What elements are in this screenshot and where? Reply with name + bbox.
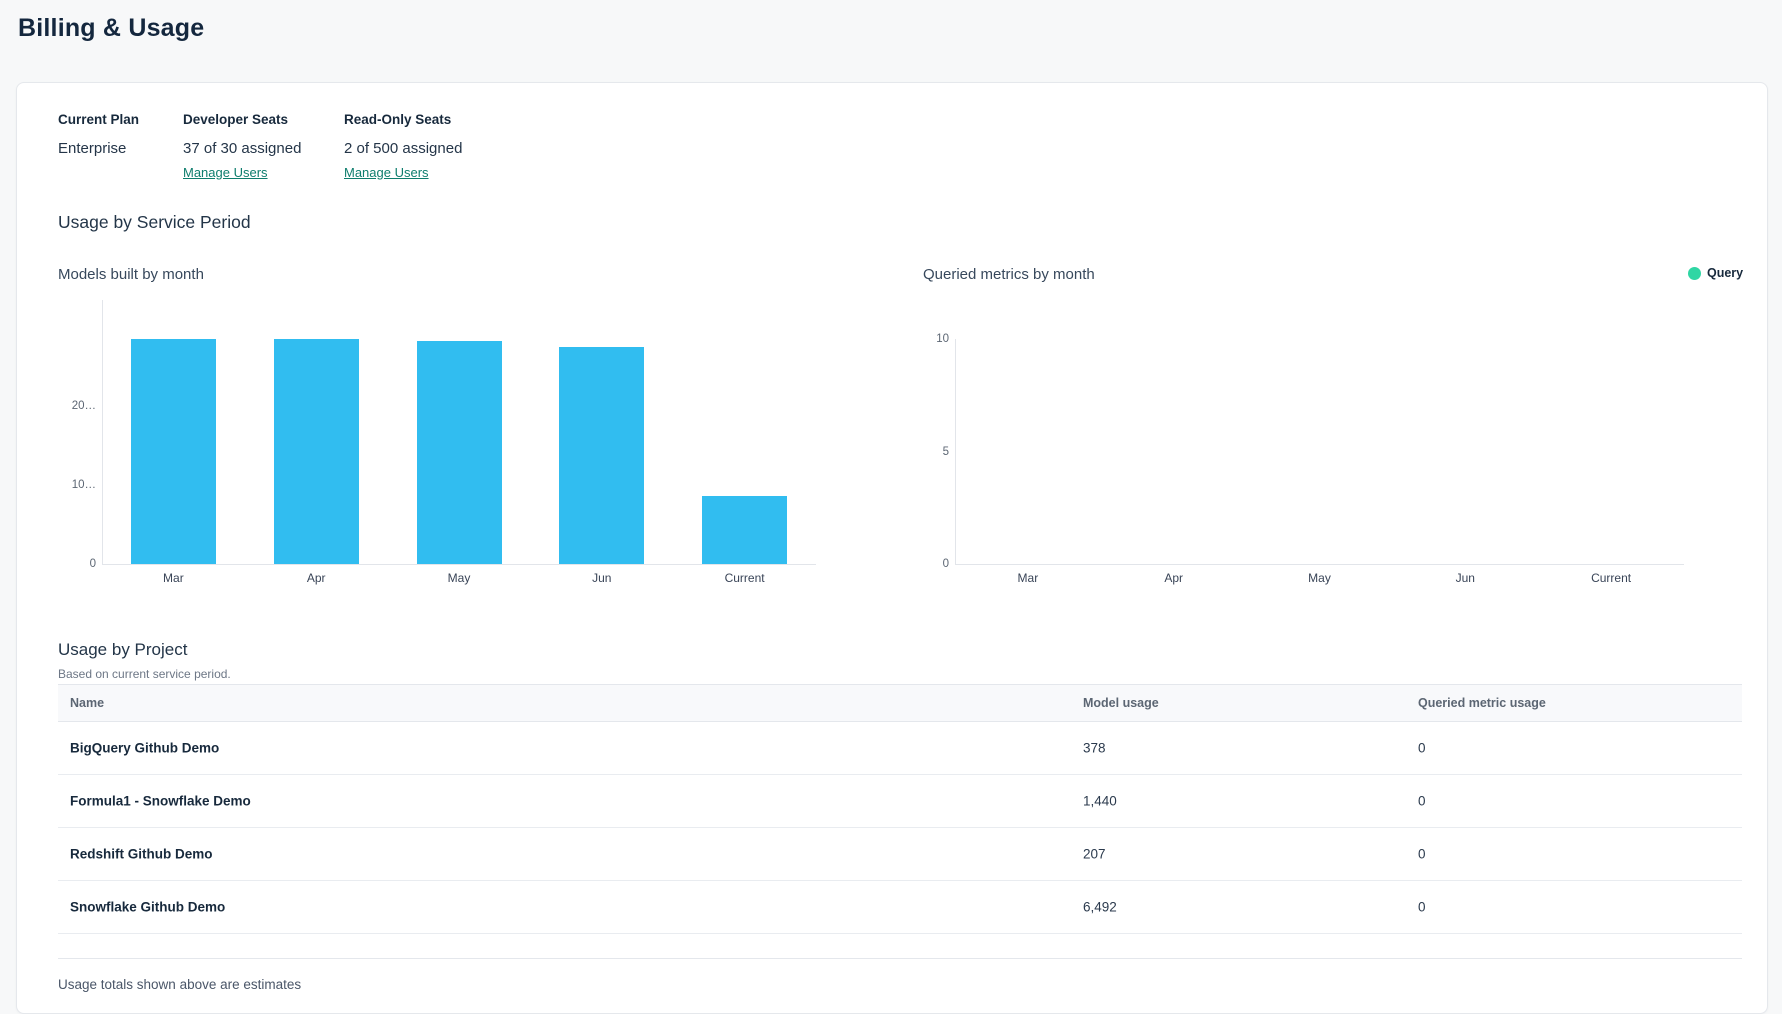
queried-metric-usage-value: 0 xyxy=(1418,793,1426,809)
project-name: Snowflake Github Demo xyxy=(70,899,226,915)
x-tick-label: Apr xyxy=(1164,571,1184,585)
y-tick-label: 0 xyxy=(89,558,96,570)
project-name: BigQuery Github Demo xyxy=(70,740,220,756)
queried-metric-usage-value: 0 xyxy=(1418,899,1426,915)
project-name: Redshift Github Demo xyxy=(70,846,213,862)
current-plan-label: Current Plan xyxy=(58,112,140,127)
queried-metric-usage-value: 0 xyxy=(1418,740,1426,756)
table-footer-divider xyxy=(58,934,1742,959)
x-axis-line xyxy=(102,564,816,565)
column-header-model-usage: Model usage xyxy=(1083,696,1159,710)
y-tick-label: 10… xyxy=(71,479,96,492)
x-tick-label: Mar xyxy=(163,571,184,585)
manage-users-link-developer[interactable]: Manage Users xyxy=(183,165,268,180)
models-chart-title: Models built by month xyxy=(58,266,204,283)
model-usage-value: 378 xyxy=(1083,740,1106,756)
table-row: BigQuery Github Demo 378 0 xyxy=(58,722,1742,775)
y-tick-label: 10 xyxy=(936,333,949,345)
model-usage-value: 1,440 xyxy=(1083,793,1117,809)
x-tick-label: Current xyxy=(1591,571,1632,585)
project-table-subtitle: Based on current service period. xyxy=(58,667,231,681)
bar-apr[interactable] xyxy=(273,339,359,564)
y-axis-line xyxy=(102,300,103,564)
query-legend-dot-icon xyxy=(1688,266,1701,280)
y-tick-label: 0 xyxy=(942,558,949,570)
queried-metric-usage-value: 0 xyxy=(1418,846,1426,862)
page-title: Billing & Usage xyxy=(18,14,205,42)
x-tick-label: May xyxy=(1308,571,1331,585)
x-axis-line xyxy=(955,564,1684,565)
query-legend-label: Query xyxy=(1707,266,1744,280)
model-usage-value: 6,492 xyxy=(1083,899,1117,915)
bar-mar[interactable] xyxy=(130,338,216,564)
usage-section-title: Usage by Service Period xyxy=(58,212,251,232)
x-tick-label: Current xyxy=(724,571,765,585)
y-tick-label: 5 xyxy=(942,445,949,458)
developer-seats-label: Developer Seats xyxy=(183,112,289,127)
column-header-name: Name xyxy=(70,696,105,710)
usage-footnote: Usage totals shown above are estimates xyxy=(58,977,302,992)
table-row: Formula1 - Snowflake Demo 1,440 0 xyxy=(58,775,1742,828)
current-plan-value: Enterprise xyxy=(58,140,127,157)
queried-chart-title: Queried metrics by month xyxy=(923,266,1095,283)
x-tick-label: Jun xyxy=(592,571,612,585)
column-header-queried-metric-usage: Queried metric usage xyxy=(1418,696,1546,710)
model-usage-value: 207 xyxy=(1083,846,1106,862)
read-only-seats-value: 2 of 500 assigned xyxy=(344,140,463,157)
x-tick-label: Mar xyxy=(1017,571,1039,585)
project-table-header: Name Model usage Queried metric usage xyxy=(58,684,1742,722)
manage-users-link-readonly[interactable]: Manage Users xyxy=(344,165,429,180)
x-tick-label: Apr xyxy=(306,571,326,585)
query-legend: Query xyxy=(1688,266,1743,280)
bar-jun[interactable] xyxy=(559,347,645,564)
bar-current[interactable] xyxy=(702,496,788,564)
project-name: Formula1 - Snowflake Demo xyxy=(70,793,251,809)
developer-seats-value: 37 of 30 assigned xyxy=(183,140,302,157)
x-tick-label: May xyxy=(447,571,471,585)
y-axis-line xyxy=(955,339,956,564)
x-tick-label: Jun xyxy=(1455,571,1475,585)
table-row: Redshift Github Demo 207 0 xyxy=(58,828,1742,881)
read-only-seats-label: Read-Only Seats xyxy=(344,112,452,127)
y-tick-label: 20… xyxy=(71,400,96,413)
project-table-title: Usage by Project xyxy=(58,640,188,659)
table-row: Snowflake Github Demo 6,492 0 xyxy=(58,881,1742,934)
bar-may[interactable] xyxy=(416,340,502,564)
